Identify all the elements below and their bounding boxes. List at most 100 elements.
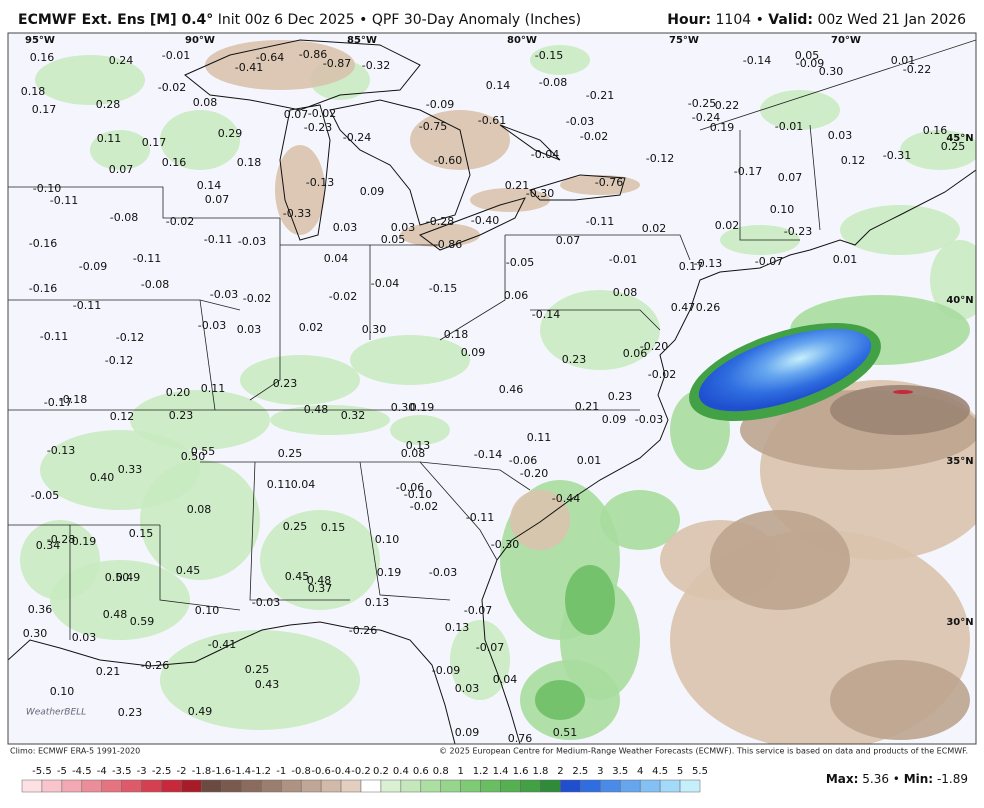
anomaly-label: 0.07 xyxy=(284,108,309,121)
anomaly-label: 0.12 xyxy=(110,410,135,423)
state-border xyxy=(739,130,800,241)
state-border xyxy=(505,234,691,261)
colorbar-swatch xyxy=(61,779,83,793)
anomaly-label: 0.25 xyxy=(245,663,270,676)
colorbar-tick-label: -0.8 xyxy=(291,766,311,777)
anomaly-label: 0.03 xyxy=(333,221,358,234)
anomaly-label: -0.16 xyxy=(29,237,57,250)
anomaly-label: 0.15 xyxy=(321,521,346,534)
anomaly-label: -0.03 xyxy=(210,288,238,301)
colorbar-tick-label: 3.5 xyxy=(612,766,628,777)
anomaly-label: -0.03 xyxy=(252,596,280,609)
shade-blob xyxy=(510,490,570,550)
anomaly-label: -0.23 xyxy=(784,225,812,238)
shade-blob xyxy=(140,460,260,580)
colorbar-tick-label: 1.8 xyxy=(533,766,549,777)
latitude-label: 35°N xyxy=(946,456,973,467)
anomaly-label: -0.26 xyxy=(349,624,377,637)
logo: WeatherBELL xyxy=(26,708,86,718)
anomaly-label: -0.09 xyxy=(79,260,107,273)
anomaly-label: 0.01 xyxy=(891,54,916,67)
anomaly-label: 0.33 xyxy=(118,463,143,476)
anomaly-label: 0.19 xyxy=(377,566,402,579)
anomaly-label: 0.01 xyxy=(833,253,858,266)
anomaly-label: 0.10 xyxy=(375,533,400,546)
anomaly-label: -0.18 xyxy=(59,393,87,406)
anomaly-label: 0.23 xyxy=(169,409,194,422)
anomaly-label: -0.15 xyxy=(535,49,563,62)
anomaly-label: -0.07 xyxy=(755,255,783,268)
anomaly-label: 0.29 xyxy=(218,127,243,140)
anomaly-label: 0.05 xyxy=(381,233,406,246)
anomaly-label: 0.43 xyxy=(255,678,280,691)
anomaly-label: 0.17 xyxy=(142,136,167,149)
shade-blob xyxy=(560,175,640,195)
shade-blob xyxy=(410,110,510,170)
longitude-label: 70°W xyxy=(831,35,861,46)
anomaly-label: -0.60 xyxy=(434,154,462,167)
colorbar-swatch xyxy=(440,779,461,793)
shade-blob xyxy=(260,510,380,610)
anomaly-label: 0.47 xyxy=(671,301,696,314)
anomaly-label: 0.18 xyxy=(21,85,46,98)
anomaly-label: 0.24 xyxy=(109,54,134,67)
colorbar-tick-label: 2 xyxy=(557,766,563,777)
colorbar-tick-label: -1.8 xyxy=(192,766,212,777)
anomaly-label: 0.11 xyxy=(97,132,122,145)
anomaly-label: 0.45 xyxy=(285,570,310,583)
anomaly-label: 0.59 xyxy=(130,615,155,628)
lake xyxy=(529,174,626,201)
anomaly-label: -0.02 xyxy=(580,130,608,143)
anomaly-label: -0.08 xyxy=(141,278,169,291)
anomaly-label: 0.07 xyxy=(556,234,581,247)
anomaly-label: 0.40 xyxy=(90,471,115,484)
anomaly-label: -0.12 xyxy=(646,152,674,165)
anomaly-label: -0.08 xyxy=(110,211,138,224)
anomaly-label: -0.44 xyxy=(552,492,580,505)
state-border xyxy=(8,186,280,219)
anomaly-label: -0.26 xyxy=(141,659,169,672)
colorbar-tick-label: 4 xyxy=(637,766,643,777)
copyright: © 2025 European Centre for Medium-Range … xyxy=(439,747,968,756)
model: ECMWF Ext. Ens [M] 0.4° xyxy=(18,12,213,28)
anomaly-label: 0.04 xyxy=(291,478,316,491)
anomaly-label: 0.07 xyxy=(778,171,803,184)
lake xyxy=(499,124,561,161)
anomaly-label: -0.41 xyxy=(208,638,236,651)
anomaly-label: 0.14 xyxy=(486,79,511,92)
colorbar-tick-label: -1.4 xyxy=(232,766,252,777)
colorbar-tick-label: 2.5 xyxy=(572,766,588,777)
anomaly-label: -0.03 xyxy=(566,115,594,128)
anomaly-label: 0.30 xyxy=(391,401,416,414)
anomaly-label: -0.28 xyxy=(426,215,454,228)
anomaly-label: 0.49 xyxy=(116,571,141,584)
anomaly-label: 0.55 xyxy=(191,445,216,458)
hour: 1104 • xyxy=(716,12,764,28)
coast xyxy=(8,621,456,744)
climo: Climo: ECMWF ERA-5 1991-2020 xyxy=(10,747,140,756)
anomaly-label: 0.76 xyxy=(508,732,533,745)
header-title: Init 00z 6 Dec 2025 • QPF 30-Day Anomaly… xyxy=(218,12,581,28)
anomaly-label: 0.19 xyxy=(710,121,735,134)
colorbar-swatch xyxy=(340,779,362,793)
header-right: Hour: 1104 • Valid: 00z Wed 21 Jan 2026 xyxy=(667,12,966,28)
anomaly-label: -0.30 xyxy=(491,538,519,551)
anomaly-label: -0.22 xyxy=(903,63,931,76)
anomaly-label: -0.03 xyxy=(635,413,663,426)
anomaly-label: -0.01 xyxy=(609,253,637,266)
anomaly-label: -0.31 xyxy=(883,149,911,162)
colorbar-swatch xyxy=(420,779,442,793)
anomaly-label: -0.33 xyxy=(283,207,311,220)
anomaly-label: -0.11 xyxy=(586,215,614,228)
anomaly-label: 0.37 xyxy=(308,582,333,595)
colorbar-tick-label: -5.5 xyxy=(32,766,52,777)
anomaly-label: -0.10 xyxy=(33,182,61,195)
shade-blob xyxy=(270,405,390,435)
colorbar-tick-label: 4.5 xyxy=(652,766,668,777)
anomaly-label: -0.02 xyxy=(158,81,186,94)
anomaly-label: 0.30 xyxy=(23,627,48,640)
shade-blob xyxy=(930,240,976,320)
anomaly-label: -0.04 xyxy=(371,277,399,290)
anomaly-label: -0.09 xyxy=(796,57,824,70)
lake xyxy=(418,197,526,251)
